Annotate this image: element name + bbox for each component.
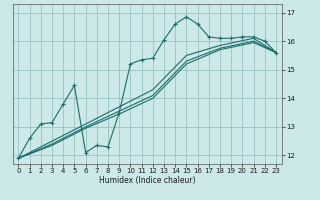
X-axis label: Humidex (Indice chaleur): Humidex (Indice chaleur) bbox=[99, 176, 196, 185]
